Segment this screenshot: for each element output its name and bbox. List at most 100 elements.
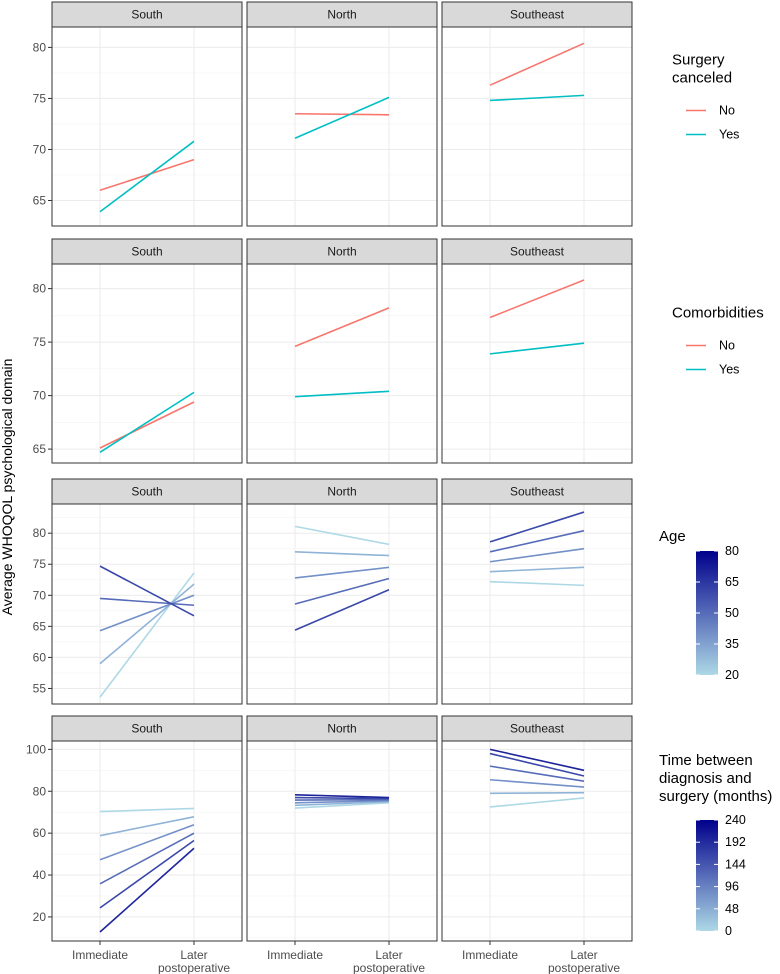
facet-row-comorbidities: South 65 70 75 80 North Southeast	[33, 238, 633, 464]
panel-border	[441, 263, 633, 464]
panel-background	[247, 504, 437, 704]
panel-border	[246, 263, 438, 464]
panel-border	[246, 503, 438, 705]
y-tick-label: 75	[33, 557, 47, 571]
facet-strip-label: South	[131, 245, 162, 259]
panel-background	[442, 264, 632, 463]
x-tick-label: postoperative	[158, 961, 230, 974]
legend-title: Age	[659, 528, 686, 545]
facet-strip	[246, 715, 438, 742]
y-tick-label: 70	[33, 142, 47, 156]
colorbar-label: 0	[725, 924, 732, 938]
facet-strip-label: South	[131, 722, 162, 736]
legend-label: No	[719, 339, 735, 353]
series-line-time-0	[489, 797, 585, 808]
y-tick-label: 70	[33, 588, 47, 602]
colorbar-label: 240	[725, 813, 746, 827]
facet-strip	[441, 238, 633, 265]
series-line-time-200	[99, 847, 195, 933]
x-tick-label: postoperative	[353, 961, 425, 974]
panel-border	[51, 503, 243, 705]
series-line-age-40	[489, 547, 585, 563]
panel-surgery-southeast: Southeast	[441, 1, 633, 227]
series-line-comorbidities-No	[294, 307, 390, 348]
panel-time-south: South 20 40 60 80 100 Immediate Laterpostoperat…	[26, 715, 243, 974]
y-tick-label: 20	[33, 910, 47, 924]
facet-strip	[51, 238, 243, 265]
series-line-age-20	[99, 572, 195, 698]
legend-title: surgery (months)	[659, 788, 772, 805]
y-tick-label: 60	[33, 826, 47, 840]
colorbar-label: 192	[725, 835, 746, 849]
series-line-age-30	[99, 583, 195, 665]
y-tick-label: 65	[33, 619, 47, 633]
facet-strip-label: North	[327, 722, 356, 736]
panel-age-south: South 55 60 65 70 75 80	[33, 478, 243, 705]
panel-background	[52, 741, 242, 941]
series-line-age-60	[99, 565, 195, 617]
colorbar-label: 20	[725, 668, 739, 682]
legend-colorbar	[696, 551, 718, 675]
y-tick-label: 65	[33, 193, 47, 207]
colorbar-label: 80	[725, 544, 739, 558]
x-tick-label: Later	[180, 948, 207, 962]
y-tick-label: 70	[33, 389, 47, 403]
series-line-age-50	[99, 597, 195, 607]
facet-strip	[51, 478, 243, 505]
facet-strip-label: Southeast	[510, 722, 565, 736]
series-line-time-0	[99, 807, 195, 813]
facet-row-age: South 55 60 65 70 75 80 North Southeast	[33, 478, 633, 705]
y-tick-label: 80	[33, 784, 47, 798]
legend-title: canceled	[672, 70, 732, 87]
colorbar-label: 144	[725, 857, 746, 871]
series-line-time-200	[489, 748, 585, 772]
panel-border	[51, 26, 243, 227]
panel-border	[246, 740, 438, 942]
series-line-comorbidities-No	[99, 401, 195, 449]
y-tick-label: 75	[33, 335, 47, 349]
panel-border	[246, 26, 438, 227]
panel-surgery-south: South 65 70 75 80	[33, 1, 243, 227]
panel-border	[51, 263, 243, 464]
legend-title: Surgery	[672, 52, 725, 69]
facet-strip	[51, 1, 243, 28]
series-line-comorbidities-Yes	[489, 342, 585, 355]
series-line-time-40	[99, 816, 195, 837]
y-tick-label: 80	[33, 40, 47, 54]
series-line-age-60	[489, 511, 585, 543]
panel-background	[52, 504, 242, 704]
facet-strip	[246, 478, 438, 505]
series-line-age-50	[294, 577, 390, 605]
legend-title: Time between	[659, 752, 753, 769]
series-line-age-40	[99, 594, 195, 632]
series-line-age-20	[294, 525, 390, 546]
panel-comorbidities-north: North	[246, 238, 438, 464]
series-line-time-160	[489, 752, 585, 777]
panel-background	[247, 741, 437, 941]
legend-label: No	[719, 104, 735, 118]
series-line-age-30	[489, 566, 585, 573]
panel-border	[441, 26, 633, 227]
series-line-time-160	[99, 839, 195, 909]
facet-strip-label: Southeast	[510, 485, 565, 499]
y-tick-label: 60	[33, 650, 47, 664]
facet-strip	[441, 715, 633, 742]
y-tick-label: 75	[33, 91, 47, 105]
x-tick-label: Later	[570, 948, 597, 962]
series-line-time-0	[294, 801, 390, 809]
series-line-age-50	[489, 529, 585, 553]
panel-background	[247, 27, 437, 226]
y-tick-label: 40	[33, 868, 47, 882]
facet-strip	[246, 1, 438, 28]
series-line-time-40	[294, 800, 390, 807]
facet-strip-label: North	[327, 8, 356, 22]
x-tick-label: Later	[375, 948, 402, 962]
legend-age: Age 20 35 50 65 80	[659, 528, 739, 682]
series-line-comorbidities-No	[489, 279, 585, 319]
x-tick-label: Immediate	[72, 948, 128, 962]
